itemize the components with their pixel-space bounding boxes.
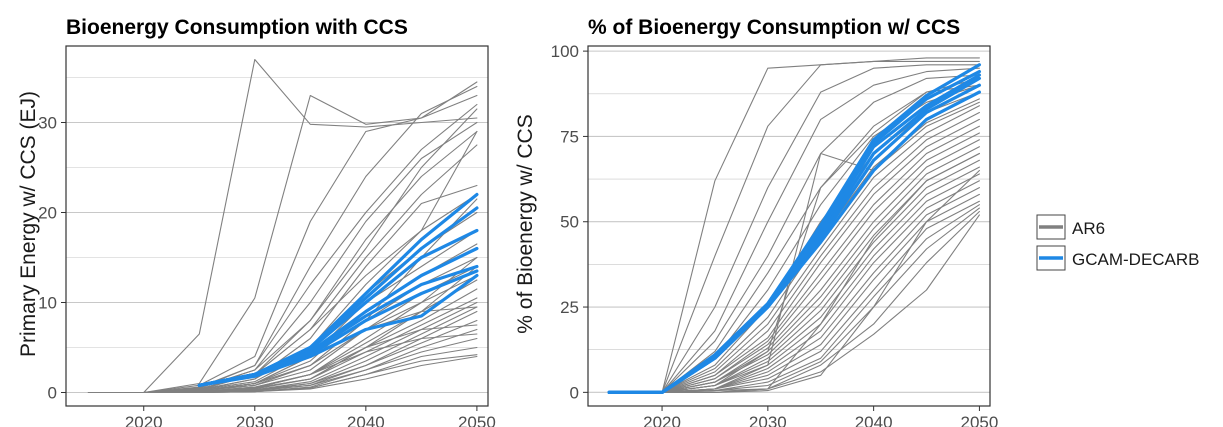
right-plot-frame: [587, 45, 991, 407]
right-x-tick-label: 2020: [643, 413, 681, 427]
right-chart-title: % of Bioenergy Consumption w/ CCS: [588, 16, 960, 39]
left-series-ar6: [143, 108, 478, 394]
right-series-ar6: [661, 67, 980, 393]
right-series-ar6: [661, 98, 980, 393]
left-x-tick-label: 2040: [347, 413, 385, 427]
left-series-gcam-decarb: [197, 228, 479, 387]
left-y-tick-label: 30: [38, 114, 57, 133]
right-series-ar6: [661, 132, 980, 393]
right-series-ar6: [661, 64, 980, 393]
left-y-tick-label: 10: [38, 294, 57, 313]
left-chart-title: Bioenergy Consumption with CCS: [66, 16, 408, 39]
right-series-gcam-decarb: [607, 90, 982, 394]
right-x-tick-label: 2040: [855, 413, 893, 427]
left-plot-frame: [65, 45, 489, 407]
left-series-gcam-decarb: [197, 273, 479, 387]
legend-label-ar6: AR6: [1072, 219, 1105, 238]
left-series-ar6: [143, 193, 478, 394]
right-y-tick-label: 75: [560, 127, 579, 146]
left-x-tick-label: 2020: [125, 413, 163, 427]
left-x-tick-label: 2030: [236, 413, 274, 427]
right-series-ar6: [661, 105, 980, 393]
right-series-ar6: [661, 125, 980, 393]
left-chart-panel: Bioenergy Consumption with CCS Primary E…: [17, 16, 496, 427]
left-series-ar6: [143, 85, 478, 394]
right-series-ar6: [661, 84, 980, 393]
right-y-tick-label: 25: [560, 298, 579, 317]
legend-key-gcam-decarb: [1036, 245, 1066, 271]
right-series-ar6: [661, 101, 980, 393]
left-y-tick-label: 20: [38, 204, 57, 223]
left-series-ar6: [143, 198, 478, 394]
legend: AR6 GCAM-DECARB: [1036, 214, 1200, 271]
right-chart-y-axis-label: % of Bioenergy w/ CCS: [514, 114, 537, 333]
right-x-tick-label: 2030: [749, 413, 787, 427]
right-series-ar6: [661, 118, 980, 393]
right-series-ar6: [661, 210, 980, 393]
left-series-ar6: [143, 256, 478, 394]
right-y-tick-label: 0: [570, 383, 579, 402]
left-series-ar6: [143, 355, 478, 394]
left-series-ar6: [143, 130, 478, 394]
legend-label-gcam-decarb: GCAM-DECARB: [1072, 250, 1200, 269]
left-series-gcam-decarb: [197, 246, 479, 387]
left-series-ar6: [87, 58, 478, 394]
right-x-tick-label: 2050: [961, 413, 999, 427]
right-chart-panel: % of Bioenergy Consumption w/ CCS % of B…: [514, 16, 998, 427]
left-chart-y-axis-label: Primary Energy w/ CCS (EJ): [17, 91, 40, 357]
right-series-ar6: [661, 152, 980, 393]
left-series-ar6: [143, 256, 478, 394]
right-series-gcam-decarb: [607, 83, 982, 394]
left-series-ar6: [143, 324, 478, 394]
right-series-ar6: [661, 60, 980, 393]
right-y-tick-label: 100: [551, 42, 579, 61]
legend-key-ar6: [1036, 214, 1066, 240]
right-y-tick-label: 50: [560, 213, 579, 232]
left-x-tick-label: 2050: [458, 413, 496, 427]
left-series-ar6: [143, 333, 478, 394]
left-y-tick-label: 0: [48, 384, 57, 403]
